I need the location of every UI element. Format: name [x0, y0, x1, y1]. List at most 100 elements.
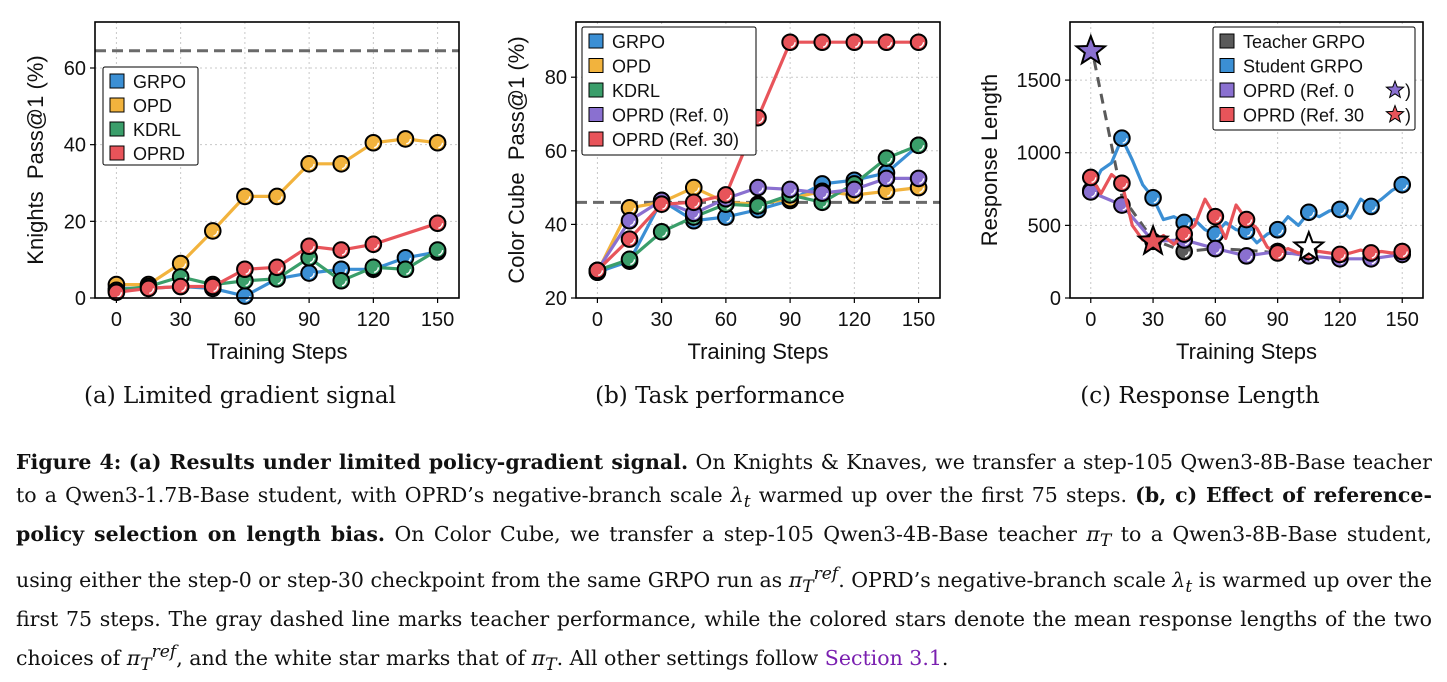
legend-label: OPRD (Ref. 0: [1243, 81, 1354, 101]
data-point-highlight: [623, 253, 636, 266]
legend-paren: ): [1405, 81, 1411, 101]
data-point: [909, 33, 928, 52]
data-point-highlight: [1116, 177, 1128, 189]
data-point-highlight: [912, 172, 925, 185]
data-point-highlight: [271, 261, 283, 274]
x-axis-label: Training Steps: [206, 339, 347, 364]
legend-swatch: [109, 73, 125, 89]
data-point-highlight: [1271, 224, 1284, 236]
data-point-highlight: [1303, 206, 1315, 218]
data-point-highlight: [816, 196, 828, 209]
data-point-highlight: [1085, 186, 1097, 198]
legend-label: Teacher GRPO: [1243, 32, 1365, 52]
x-tick-label: 150: [421, 309, 454, 331]
data-point-highlight: [752, 200, 764, 212]
x-tick-label: 30: [170, 309, 192, 331]
plot-frame: [575, 21, 941, 299]
y-tick-label: 40: [545, 214, 567, 236]
data-point-highlight: [912, 181, 925, 194]
data-point-highlight: [239, 190, 251, 203]
caption-label: Figure 4:: [16, 450, 122, 474]
y-axis-label: Response Length: [977, 74, 1002, 246]
x-tick-label: 120: [357, 309, 390, 331]
y-axis-label: Knights Pass@1 (%): [23, 55, 48, 264]
data-point-highlight: [303, 267, 315, 279]
data-point-highlight: [303, 240, 315, 252]
legend-swatch: [1219, 82, 1235, 98]
x-tick-label: 60: [715, 309, 737, 331]
plot-frame: [94, 21, 460, 299]
data-point-highlight: [367, 137, 380, 149]
legend-star-ref0-icon: [1385, 79, 1405, 99]
y-tick-label: 40: [64, 135, 86, 157]
data-point-highlight: [207, 280, 219, 293]
subcaption-b: (b) Task performance: [595, 383, 845, 409]
data-point-highlight: [399, 252, 412, 264]
y-tick-label: 0: [1050, 288, 1061, 310]
section-link[interactable]: Section 3.1: [824, 645, 942, 670]
data-point-highlight: [1178, 216, 1190, 229]
legend-swatch: [588, 107, 604, 122]
data-point-highlight: [816, 187, 828, 199]
y-tick-label: 60: [64, 58, 86, 80]
data-point-highlight: [1240, 225, 1253, 237]
legend-box: [581, 26, 757, 156]
legend-box: [1212, 26, 1416, 131]
y-axis-label: Color Cube Pass@1 (%): [504, 36, 529, 283]
y-tick-label: 1500: [1017, 70, 1062, 92]
legend-swatch: [1219, 58, 1235, 73]
x-tick-label: 30: [1142, 309, 1164, 331]
data-point-highlight: [880, 185, 893, 197]
legend-swatch: [109, 145, 125, 161]
data-point-highlight: [1178, 228, 1190, 240]
x-tick-label: 150: [1386, 309, 1419, 331]
x-tick-label: 30: [651, 309, 673, 331]
data-point-highlight: [720, 211, 732, 223]
data-point-highlight: [880, 36, 893, 48]
legend-label: OPRD (Ref. 30: [1243, 106, 1364, 126]
y-tick-label: 20: [545, 288, 567, 310]
data-point-highlight: [239, 275, 251, 287]
x-tick-label: 60: [234, 309, 256, 331]
data-point: [717, 186, 735, 204]
caption-text-b6: . All other settings follow: [556, 645, 819, 670]
data-point-highlight: [1209, 228, 1222, 240]
data-point-highlight: [335, 158, 347, 170]
data-point-highlight: [655, 198, 668, 210]
data-point-highlight: [174, 280, 187, 293]
legend-swatch: [588, 58, 604, 73]
x-tick-label: 0: [1085, 309, 1096, 331]
caption-bold-bc: (b, c) Effect of reference-policy select…: [16, 482, 1432, 547]
y-tick-label: 0: [75, 288, 86, 310]
figure-caption: Figure 4: (a) Results under limited poli…: [16, 450, 1432, 675]
caption-text-b5: , and the white star marks that of: [176, 645, 526, 670]
legend-label: OPD: [133, 96, 172, 116]
data-point-highlight: [271, 273, 283, 285]
x-tick-label: 90: [1267, 309, 1289, 331]
y-tick-label: 20: [64, 211, 86, 233]
data-point-highlight: [110, 286, 123, 298]
data-point-highlight: [688, 207, 700, 220]
data-point-highlight: [816, 36, 828, 48]
plot-frame: [1069, 21, 1424, 299]
data-point-highlight: [1271, 247, 1284, 259]
data-point-highlight: [1147, 192, 1159, 204]
data-point-highlight: [1240, 213, 1253, 226]
data-point-highlight: [1116, 132, 1128, 144]
data-point-highlight: [367, 261, 380, 274]
data-point-highlight: [623, 215, 636, 227]
data-point-highlight: [174, 271, 187, 283]
legend-label: Student GRPO: [1243, 57, 1363, 77]
data-point-highlight: [399, 263, 412, 275]
data-point: [1393, 242, 1412, 261]
caption-text-b4: is warmed up over the first 75 steps. Th…: [16, 567, 1432, 670]
legend-swatch: [1219, 107, 1235, 122]
data-point-highlight: [623, 202, 636, 214]
data-point-highlight: [174, 257, 187, 270]
data-point-highlight: [752, 181, 764, 194]
caption-text-b3: . OPRD’s negative-branch scale: [838, 567, 1166, 592]
data-point-highlight: [1085, 171, 1097, 184]
panel-a-knights: 0 30 60 90 120 150 0 20 40 60 Training Steps Knight…: [23, 21, 460, 364]
